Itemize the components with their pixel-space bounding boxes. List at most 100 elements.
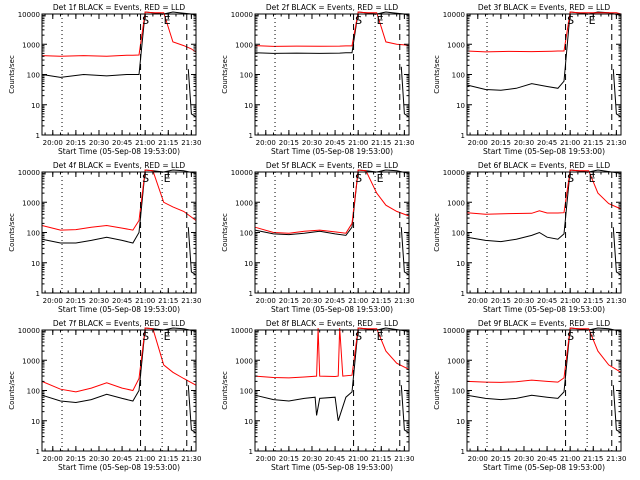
event-marker-label: S: [567, 330, 574, 343]
x-tick-label: 21:30: [394, 297, 414, 305]
events-series-tail: [187, 69, 197, 118]
events-series-tail: [612, 69, 622, 118]
x-tick-label: 21:15: [371, 455, 391, 463]
x-tick-label: 20:45: [325, 455, 345, 463]
y-tick-label: 10000: [18, 11, 40, 19]
panel-title: Det 1f BLACK = Events, RED = LLD: [53, 3, 186, 12]
x-tick-label: 20:15: [491, 139, 511, 147]
plot-frame: [41, 171, 197, 294]
event-marker-label: E: [377, 172, 384, 185]
y-tick-label: 100: [240, 230, 253, 238]
x-tick-label: 21:15: [583, 139, 603, 147]
y-tick-label: 1000: [22, 41, 40, 49]
y-axis-label: Counts/sec: [8, 55, 16, 94]
x-tick-label: 20:45: [112, 297, 132, 305]
event-marker-label: E: [589, 172, 596, 185]
events-series-tail: [612, 227, 622, 276]
y-axis-label: Counts/sec: [8, 371, 16, 410]
x-tick-label: 20:00: [256, 297, 276, 305]
lld-series-line: [41, 11, 197, 57]
plot-frame: [466, 13, 622, 136]
events-series-line: [254, 327, 410, 421]
y-tick-label: 100: [452, 230, 465, 238]
x-tick-label: 20:30: [302, 455, 322, 463]
x-tick-label: 20:45: [325, 297, 345, 305]
x-tick-label: 20:45: [112, 455, 132, 463]
y-tick-label: 100: [240, 72, 253, 80]
y-tick-label: 1000: [447, 357, 465, 365]
events-series-tail: [187, 227, 197, 276]
x-tick-label: 20:30: [302, 297, 322, 305]
event-marker-label: E: [164, 14, 171, 27]
y-tick-label: 1000: [447, 199, 465, 207]
y-tick-label: 10: [456, 102, 465, 110]
y-tick-label: 10: [31, 418, 40, 426]
x-tick-label: 21:00: [560, 139, 580, 147]
x-axis-label: Start Time (05-Sep-08 19:53:00): [58, 305, 180, 314]
x-axis-label: Start Time (05-Sep-08 19:53:00): [483, 147, 605, 156]
y-tick-label: 1000: [235, 41, 253, 49]
y-tick-label: 1000: [447, 41, 465, 49]
x-tick-label: 21:15: [158, 297, 178, 305]
x-tick-label: 20:15: [279, 297, 299, 305]
x-tick-label: 20:30: [89, 297, 109, 305]
plot-frame: [254, 329, 410, 452]
panel-title: Det 9f BLACK = Events, RED = LLD: [478, 319, 611, 328]
events-series-line: [41, 169, 197, 244]
panel-title: Det 3f BLACK = Events, RED = LLD: [478, 3, 611, 12]
x-tick-label: 21:30: [181, 455, 201, 463]
y-tick-label: 10000: [231, 169, 253, 177]
x-tick-label: 21:15: [371, 297, 391, 305]
x-tick-label: 21:00: [348, 455, 368, 463]
events-series-line: [466, 327, 622, 401]
lld-series-line: [466, 327, 622, 383]
x-axis-label: Start Time (05-Sep-08 19:53:00): [483, 305, 605, 314]
x-tick-label: 21:30: [394, 455, 414, 463]
x-tick-label: 20:45: [537, 455, 557, 463]
y-tick-label: 100: [452, 72, 465, 80]
lld-series-line: [41, 327, 197, 393]
y-tick-label: 1: [249, 132, 253, 140]
x-tick-label: 20:00: [256, 139, 276, 147]
event-marker-label: E: [377, 14, 384, 27]
x-tick-label: 20:30: [302, 139, 322, 147]
x-tick-label: 21:00: [560, 455, 580, 463]
x-tick-label: 20:30: [514, 297, 534, 305]
event-marker-label: E: [589, 330, 596, 343]
x-tick-label: 21:00: [348, 297, 368, 305]
plot-frame: [41, 13, 197, 136]
y-tick-label: 1000: [22, 357, 40, 365]
y-tick-label: 10000: [443, 11, 465, 19]
panel-title: Det 5f BLACK = Events, RED = LLD: [266, 161, 399, 170]
y-tick-label: 100: [27, 72, 40, 80]
y-axis-label: Counts/sec: [433, 213, 441, 252]
lld-series-line: [41, 169, 197, 231]
y-tick-label: 10: [456, 418, 465, 426]
x-tick-label: 21:00: [560, 297, 580, 305]
y-axis-label: Counts/sec: [221, 371, 229, 410]
y-tick-label: 1: [461, 448, 465, 456]
x-tick-label: 20:30: [514, 139, 534, 147]
lld-series-line: [254, 169, 410, 234]
plot-frame: [466, 171, 622, 294]
y-tick-label: 100: [27, 388, 40, 396]
y-tick-label: 1: [461, 132, 465, 140]
x-tick-label: 21:15: [158, 455, 178, 463]
x-tick-label: 21:00: [348, 139, 368, 147]
x-tick-label: 20:15: [66, 455, 86, 463]
y-axis-label: Counts/sec: [433, 371, 441, 410]
y-tick-label: 1: [36, 448, 40, 456]
x-tick-label: 20:45: [537, 297, 557, 305]
plot-frame: [254, 13, 410, 136]
y-tick-label: 100: [27, 230, 40, 238]
event-marker-label: E: [377, 330, 384, 343]
x-tick-label: 20:30: [514, 455, 534, 463]
x-tick-label: 21:00: [135, 139, 155, 147]
x-axis-label: Start Time (05-Sep-08 19:53:00): [483, 463, 605, 472]
x-tick-label: 20:15: [66, 297, 86, 305]
event-marker-label: S: [355, 172, 362, 185]
